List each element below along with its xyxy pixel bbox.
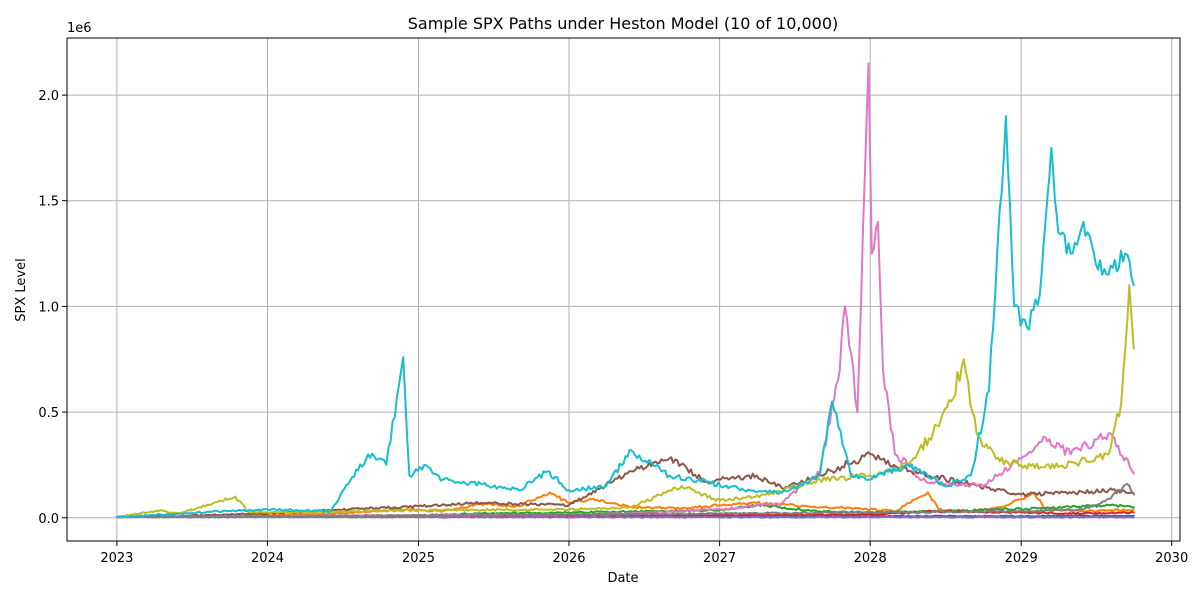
x-tick-label: 2024 [251, 551, 284, 566]
y-tick-label: 0.0 [38, 512, 59, 527]
series-path-9 [115, 284, 1135, 518]
plot-frame [66, 37, 1181, 542]
x-tick-label: 2029 [1005, 551, 1038, 566]
y-tick-label: 2.0 [38, 89, 59, 104]
series-path-8 [115, 482, 1135, 519]
x-axis-label: Date [607, 571, 638, 586]
y-tick-label: 0.5 [38, 406, 59, 421]
y-tick-label: 1.0 [38, 300, 59, 315]
chart-title: Sample SPX Paths under Heston Model (10 … [408, 14, 839, 33]
x-tick-label: 2026 [552, 551, 585, 566]
y-tick-label: 1.5 [38, 195, 59, 210]
axis-ticks: 2023 2024 2025 2026 2027 2028 2029 2030 0.0 0.5 1.… [38, 89, 1188, 566]
x-tick-label: 2030 [1155, 551, 1188, 566]
y-offset-text: 1e6 [67, 21, 92, 36]
x-tick-label: 2023 [100, 551, 133, 566]
x-tick-label: 2028 [854, 551, 887, 566]
series-path-7 [115, 62, 1135, 519]
x-tick-label: 2025 [402, 551, 435, 566]
series-group [115, 62, 1135, 519]
y-axis-label: SPX Level [14, 258, 29, 321]
x-tick-label: 2027 [703, 551, 736, 566]
series-path-10 [115, 115, 1135, 518]
